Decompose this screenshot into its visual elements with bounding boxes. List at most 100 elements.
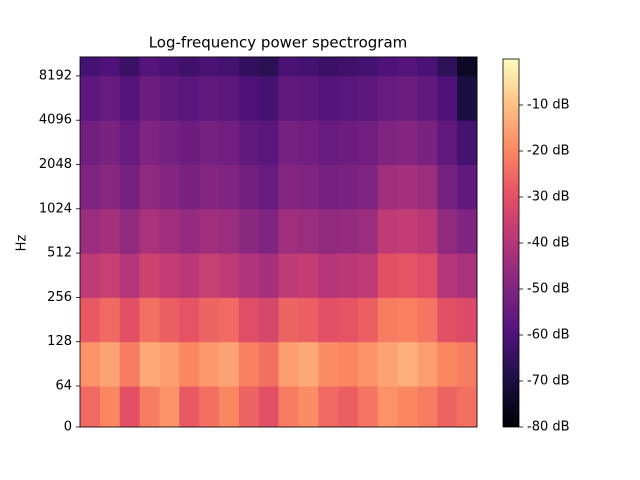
heatmap-cell bbox=[298, 120, 319, 165]
heatmap-cell bbox=[99, 75, 121, 121]
heatmap-cell bbox=[357, 253, 379, 298]
heatmap-cell bbox=[179, 120, 200, 165]
heatmap-cell bbox=[159, 120, 180, 165]
heatmap-cell bbox=[179, 297, 200, 343]
heatmap-cell bbox=[298, 75, 319, 121]
heatmap-cell bbox=[278, 386, 299, 428]
heatmap-cell bbox=[318, 75, 339, 121]
y-tick-label: 4096 bbox=[39, 113, 72, 128]
heatmap-cell bbox=[377, 341, 399, 387]
heatmap-cell bbox=[298, 297, 319, 343]
heatmap-cell bbox=[338, 341, 359, 387]
heatmap-cell bbox=[437, 253, 458, 298]
heatmap-cell bbox=[199, 120, 220, 165]
heatmap-cell bbox=[377, 208, 399, 254]
colorbar-tick-label: -40 dB bbox=[527, 236, 570, 251]
y-tick-label: 0 bbox=[64, 420, 72, 435]
heatmap-cell bbox=[357, 297, 379, 343]
heatmap-cell bbox=[238, 341, 260, 387]
heatmap-cell bbox=[357, 208, 379, 254]
heatmap-cell bbox=[357, 164, 379, 210]
heatmap-cell bbox=[119, 75, 141, 121]
heatmap-cell bbox=[99, 386, 121, 428]
heatmap-cell bbox=[238, 208, 260, 254]
heatmap-cell bbox=[218, 208, 240, 254]
colorbar-tick-label: -60 dB bbox=[527, 328, 570, 343]
y-tick-label: 64 bbox=[55, 379, 72, 394]
heatmap-cell bbox=[258, 253, 279, 298]
heatmap-cell bbox=[397, 56, 418, 77]
heatmap-cell bbox=[218, 56, 240, 77]
heatmap-cell bbox=[179, 386, 200, 428]
heatmap-cell bbox=[318, 120, 339, 165]
heatmap-cell bbox=[278, 120, 299, 165]
heatmap-cell bbox=[298, 56, 319, 77]
heatmap-cell bbox=[80, 253, 101, 298]
heatmap-cell bbox=[119, 120, 141, 165]
heatmap-cell bbox=[457, 120, 478, 165]
heatmap-cell bbox=[377, 297, 399, 343]
heatmap-cell bbox=[179, 164, 200, 210]
heatmap-cell bbox=[397, 297, 418, 343]
heatmap-cell bbox=[199, 75, 220, 121]
heatmap-cell bbox=[119, 56, 141, 77]
heatmap-cell bbox=[417, 75, 438, 121]
heatmap-cell bbox=[457, 386, 478, 428]
heatmap-cell bbox=[377, 56, 399, 77]
y-tick-label: 512 bbox=[47, 246, 72, 261]
heatmap-cell bbox=[218, 75, 240, 121]
heatmap-cell bbox=[338, 253, 359, 298]
heatmap-cell bbox=[238, 386, 260, 428]
heatmap-cell bbox=[278, 208, 299, 254]
heatmap-cell bbox=[238, 56, 260, 77]
heatmap-cell bbox=[417, 253, 438, 298]
heatmap-cell bbox=[258, 341, 279, 387]
heatmap-cell bbox=[139, 341, 160, 387]
heatmap-cell bbox=[80, 75, 101, 121]
heatmap-cell bbox=[139, 297, 160, 343]
heatmap-cell bbox=[377, 75, 399, 121]
heatmap-cell bbox=[99, 120, 121, 165]
heatmap-cell bbox=[238, 297, 260, 343]
heatmap-cell bbox=[80, 56, 101, 77]
heatmap-cell bbox=[457, 208, 478, 254]
heatmap-cell bbox=[437, 386, 458, 428]
heatmap-cell bbox=[437, 120, 458, 165]
heatmap-cell bbox=[397, 208, 418, 254]
y-tick-label: 128 bbox=[47, 334, 72, 349]
heatmap-cell bbox=[457, 253, 478, 298]
heatmap-cell bbox=[258, 120, 279, 165]
heatmap-cell bbox=[218, 253, 240, 298]
heatmap-cell bbox=[258, 75, 279, 121]
heatmap-cell bbox=[159, 253, 180, 298]
heatmap-cell bbox=[139, 56, 160, 77]
heatmap-cell bbox=[457, 75, 478, 121]
heatmap-cell bbox=[357, 75, 379, 121]
heatmap-cell bbox=[318, 386, 339, 428]
heatmap-cell bbox=[397, 75, 418, 121]
heatmap-cell bbox=[397, 120, 418, 165]
heatmap-cell bbox=[99, 208, 121, 254]
y-tick-label: 2048 bbox=[39, 157, 72, 172]
heatmap-cell bbox=[338, 386, 359, 428]
heatmap-cell bbox=[258, 386, 279, 428]
heatmap-cell bbox=[258, 297, 279, 343]
heatmap-cell bbox=[377, 253, 399, 298]
heatmap-cell bbox=[338, 75, 359, 121]
heatmap-cell bbox=[417, 164, 438, 210]
colorbar-tick-label: -30 dB bbox=[527, 190, 570, 205]
heatmap-cell bbox=[179, 56, 200, 77]
colorbar-tick-label: -70 dB bbox=[527, 374, 570, 389]
heatmap-cell bbox=[99, 341, 121, 387]
heatmap-cell bbox=[159, 386, 180, 428]
heatmap-cell bbox=[218, 120, 240, 165]
heatmap-cell bbox=[80, 164, 101, 210]
heatmap-cell bbox=[218, 341, 240, 387]
heatmap-cell bbox=[318, 297, 339, 343]
heatmap-cell bbox=[99, 253, 121, 298]
heatmap-cell bbox=[457, 56, 478, 77]
heatmap-cell bbox=[357, 120, 379, 165]
heatmap-cell bbox=[417, 341, 438, 387]
heatmap-cell bbox=[199, 56, 220, 77]
heatmap-cell bbox=[218, 164, 240, 210]
